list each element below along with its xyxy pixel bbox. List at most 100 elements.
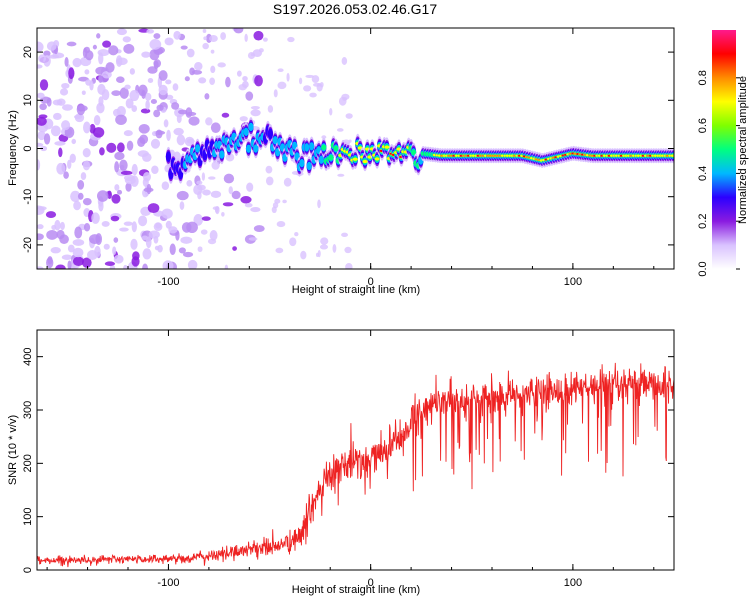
colorbar-tick-label: 0.4 (697, 166, 709, 181)
noise-blob (46, 41, 57, 51)
noise-blob (104, 261, 116, 266)
noise-blob (282, 199, 287, 204)
noise-blob (161, 181, 170, 191)
noise-blob (37, 266, 44, 269)
noise-blob (283, 177, 292, 187)
noise-blob (165, 79, 172, 85)
noise-blob (262, 37, 268, 42)
noise-blob (319, 244, 329, 250)
noise-blob (161, 208, 173, 219)
noise-blob (173, 127, 184, 136)
noise-blob (300, 250, 307, 260)
noise-blob (123, 221, 133, 226)
noise-blob (130, 238, 138, 250)
noise-blob (210, 122, 221, 134)
y-tick-label: -10 (22, 189, 34, 205)
noise-blob (147, 77, 154, 83)
noise-blob (191, 69, 203, 75)
noise-blob (253, 225, 265, 233)
snr-plot-area (37, 362, 674, 568)
noise-blob (83, 222, 91, 232)
noise-blob (116, 142, 125, 153)
noise-blob (208, 176, 216, 180)
x-tick-label: 100 (564, 276, 582, 288)
colorbar-tick-label: 0.2 (697, 214, 709, 229)
noise-blob (74, 113, 85, 123)
y-tick-label: -20 (22, 237, 34, 253)
ridge-cell (272, 136, 278, 145)
noise-blob (140, 108, 151, 114)
noise-blob (146, 29, 155, 34)
noise-blob (253, 30, 264, 41)
noise-blob (131, 163, 138, 176)
noise-blob (173, 30, 181, 40)
ridge-cell (670, 154, 674, 157)
noise-blob (116, 105, 126, 117)
noise-blob (115, 114, 127, 126)
noise-blob (72, 57, 82, 68)
noise-blob (67, 159, 72, 170)
noise-blob (82, 47, 88, 59)
ridge-cell (410, 149, 417, 156)
noise-blob (186, 111, 197, 116)
noise-blob (40, 145, 48, 152)
noise-blob (317, 199, 321, 209)
noise-blob (56, 98, 66, 106)
ridge-cell (165, 151, 172, 163)
noise-blob (200, 229, 208, 235)
noise-blob (83, 121, 91, 134)
noise-blob (276, 220, 286, 228)
noise-blob (37, 224, 44, 230)
snr-series (37, 362, 674, 568)
noise-blob (147, 203, 160, 214)
noise-blob (345, 262, 353, 269)
noise-blob (171, 102, 180, 110)
ridge-cell (362, 159, 368, 164)
noise-blob (179, 201, 185, 210)
noise-blob (153, 59, 162, 68)
noise-blob (294, 231, 299, 237)
ridge-cell (253, 144, 259, 153)
noise-blob (303, 85, 312, 92)
noise-blob (50, 125, 61, 137)
noise-blob (113, 254, 124, 264)
noise-blob (329, 107, 333, 116)
noise-blob (55, 264, 66, 269)
noise-blob (77, 180, 85, 190)
ridge-cell (318, 155, 324, 164)
noise-blob (67, 260, 72, 269)
noise-blob (154, 245, 160, 251)
noise-blob (182, 251, 194, 258)
noise-blob (142, 152, 152, 162)
noise-blob (38, 54, 47, 63)
noise-blob (124, 177, 136, 185)
ridge-cell (374, 157, 380, 161)
noise-blob (112, 246, 117, 256)
colorbar-ticks: 0.0 0.2 0.4 0.6 0.8 (697, 70, 740, 277)
noise-blob (320, 237, 329, 245)
ridge-cell (243, 127, 249, 136)
noise-blob (141, 235, 148, 240)
noise-blob (101, 89, 110, 101)
noise-blob (101, 221, 110, 227)
noise-blob (72, 247, 84, 258)
noise-blob (164, 37, 174, 46)
noise-blob (61, 254, 73, 260)
noise-blob (63, 171, 69, 179)
noise-blob (342, 97, 348, 101)
noise-blob (250, 106, 260, 110)
spectrogram-cells (37, 28, 674, 269)
noise-blob (145, 99, 150, 110)
noise-blob (72, 239, 85, 246)
y-tick-label: 400 (22, 347, 34, 365)
noise-blob (145, 236, 152, 249)
noise-blob (98, 52, 104, 65)
noise-blob (245, 91, 254, 101)
noise-blob (37, 142, 44, 147)
noise-blob (114, 151, 125, 161)
noise-blob (37, 92, 45, 99)
noise-blob (114, 184, 120, 191)
noise-blob (149, 39, 162, 50)
